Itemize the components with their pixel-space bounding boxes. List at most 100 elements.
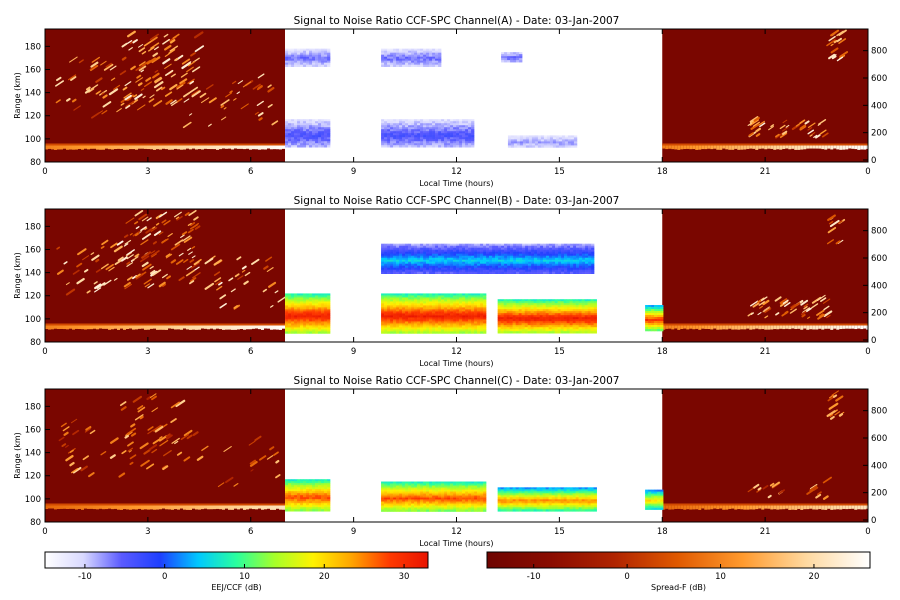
eej-cell <box>503 325 507 328</box>
eej-cell <box>447 251 451 254</box>
eej-cell <box>300 313 304 316</box>
eej-cell <box>513 269 517 272</box>
spreadf-cell <box>188 209 197 217</box>
eej-cell <box>525 247 529 250</box>
eej-cell <box>390 249 394 252</box>
spreadf-cell <box>149 393 157 399</box>
eej-cell <box>312 54 316 57</box>
eej-cell <box>539 327 543 330</box>
eej-cell <box>486 253 490 256</box>
eej-cell <box>450 125 454 128</box>
eej-cell <box>471 255 475 258</box>
eej-cell <box>504 243 508 246</box>
eej-cell <box>444 119 448 122</box>
eej-cell <box>426 127 430 130</box>
spreadf-cell <box>815 145 819 149</box>
eej-cell <box>381 247 385 250</box>
eej-cell <box>417 307 421 310</box>
eej-cell <box>555 135 560 138</box>
spreadf-cell <box>210 325 213 329</box>
spreadf-cell <box>222 505 225 510</box>
spreadf-cell <box>747 122 752 126</box>
eej-cell <box>480 321 484 324</box>
eej-cell <box>525 137 530 140</box>
eej-cell <box>294 319 298 322</box>
eej-cell <box>402 245 406 248</box>
eej-cell <box>300 62 304 65</box>
eej-cell <box>414 243 418 246</box>
eej-cell <box>543 259 547 262</box>
eej-cell <box>651 324 655 328</box>
eej-cell <box>563 309 567 312</box>
eej-cell <box>528 139 533 142</box>
spreadf-cell <box>749 325 753 330</box>
eej-cell <box>399 257 403 260</box>
eej-cell <box>384 325 388 328</box>
spreadf-cell <box>204 257 214 265</box>
eej-cell <box>402 52 406 55</box>
spreadf-cell <box>162 423 168 428</box>
eej-cell <box>507 54 511 57</box>
eej-cell <box>567 269 571 272</box>
snr-panel: Signal to Noise Ratio CCF-SPC Channel(C)… <box>13 375 887 548</box>
eej-cell <box>288 48 292 51</box>
eej-cell <box>528 257 532 260</box>
spreadf-cell <box>82 255 90 261</box>
spreadf-cell <box>90 84 99 90</box>
spreadf-cell <box>101 239 109 246</box>
eej-cell <box>402 267 406 270</box>
eej-cell <box>285 58 289 61</box>
eej-cell <box>483 269 487 272</box>
eej-cell <box>387 245 391 248</box>
eej-cell <box>513 143 518 146</box>
eej-cell <box>546 271 550 274</box>
eej-cell <box>539 331 543 334</box>
eej-cell <box>432 323 436 326</box>
eej-cell <box>441 137 445 140</box>
eej-cell <box>558 139 563 142</box>
eej-cell <box>309 295 313 298</box>
eej-cell <box>560 309 564 312</box>
eej-cell <box>450 263 454 266</box>
eej-cell <box>465 255 469 258</box>
eej-cell <box>309 125 313 128</box>
x-tick-label: 18 <box>657 347 668 357</box>
spreadf-cell <box>86 290 91 294</box>
eej-cell <box>291 137 295 140</box>
eej-cell <box>441 133 445 136</box>
spreadf-cell <box>123 505 126 510</box>
eej-cell <box>545 321 549 324</box>
eej-cell <box>506 311 510 314</box>
spreadf-cell <box>222 325 225 330</box>
eej-cell <box>462 271 466 274</box>
eej-cell <box>417 255 421 258</box>
eej-cell <box>294 145 298 148</box>
eej-cell <box>555 259 559 262</box>
eej-cell <box>570 261 574 264</box>
eej-cell <box>411 253 415 256</box>
spreadf-cell <box>150 227 158 232</box>
eej-cell <box>381 127 385 130</box>
spreadf-cell <box>137 405 144 410</box>
eej-cell <box>506 317 510 320</box>
eej-cell <box>497 331 501 334</box>
eej-cell <box>498 261 502 264</box>
eej-cell <box>405 331 409 334</box>
eej-cell <box>414 125 418 128</box>
eej-cell <box>459 327 463 330</box>
eej-cell <box>408 325 412 328</box>
eej-cell <box>381 259 385 262</box>
eej-cell <box>429 58 433 61</box>
eej-cell <box>315 325 319 328</box>
spreadf-cell <box>94 287 102 293</box>
spreadf-cell <box>165 433 171 438</box>
eej-cell <box>417 245 421 248</box>
eej-cell <box>435 62 439 65</box>
spreadf-cell <box>764 145 768 150</box>
eej-cell <box>444 269 448 272</box>
eej-cell <box>504 267 508 270</box>
eej-cell <box>399 303 403 306</box>
eej-cell <box>399 297 403 300</box>
eej-cell <box>315 323 319 326</box>
eej-cell <box>417 257 421 260</box>
